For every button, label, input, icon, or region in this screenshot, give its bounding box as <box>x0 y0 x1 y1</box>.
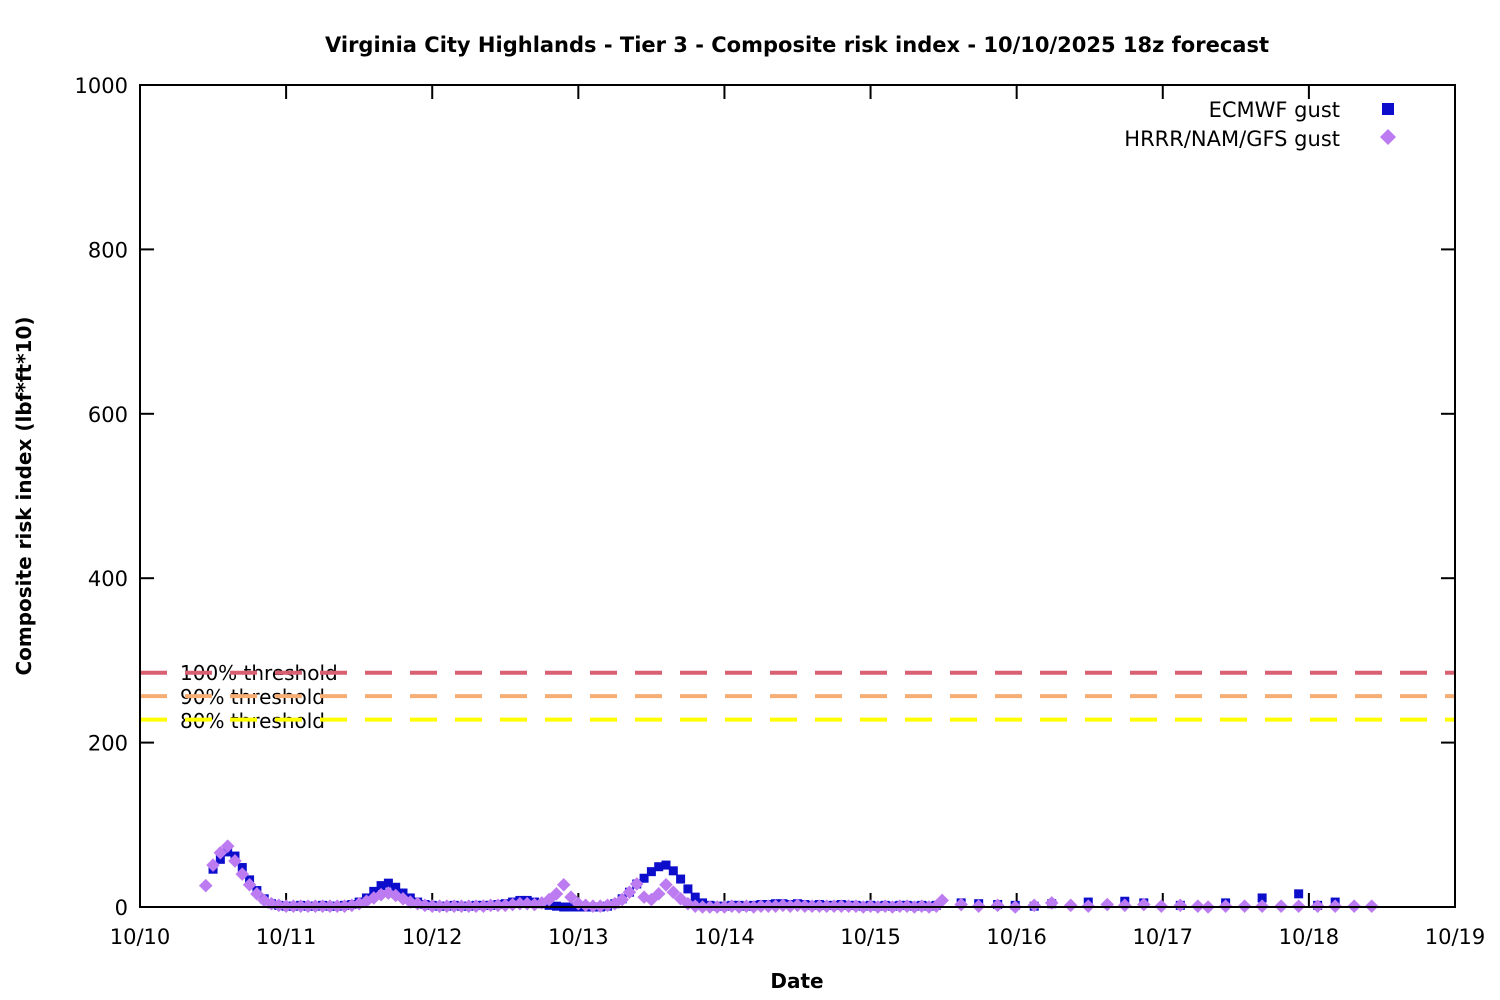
chart-title: Virginia City Highlands - Tier 3 - Compo… <box>325 33 1269 57</box>
data-point-ecmwf-gust <box>676 874 686 884</box>
x-tick-label: 10/19 <box>1425 925 1486 949</box>
data-point-ecmwf-gust <box>646 867 656 877</box>
data-point-hrrr-nam-gfs-gust <box>556 878 571 892</box>
x-tick-label: 10/12 <box>402 925 463 949</box>
data-point-hrrr-nam-gfs-gust <box>549 887 564 901</box>
x-tick-label: 10/15 <box>840 925 901 949</box>
x-axis-label: Date <box>770 969 823 993</box>
data-point-hrrr-nam-gfs-gust <box>250 887 264 901</box>
x-tick-label: 10/11 <box>256 925 317 949</box>
data-point-hrrr-nam-gfs-gust <box>637 890 651 904</box>
data-point-ecmwf-gust <box>654 862 664 872</box>
data-point-hrrr-nam-gfs-gust <box>990 898 1005 913</box>
data-point-hrrr-nam-gfs-gust <box>1027 898 1041 913</box>
data-point-hrrr-nam-gfs-gust <box>1173 898 1188 913</box>
data-point-hrrr-nam-gfs-gust <box>651 887 666 901</box>
data-point-hrrr-nam-gfs-gust <box>483 898 498 913</box>
x-tick-label: 10/13 <box>548 925 609 949</box>
data-point-hrrr-nam-gfs-gust <box>491 898 505 913</box>
chart-legend: ECMWF gust HRRR/NAM/GFS gust <box>1124 98 1396 151</box>
data-point-ecmwf-gust <box>1294 889 1304 899</box>
data-point-hrrr-nam-gfs-gust <box>242 878 257 892</box>
data-point-ecmwf-gust <box>376 881 386 891</box>
data-point-hrrr-nam-gfs-gust <box>535 896 549 910</box>
x-tick-label: 10/14 <box>694 925 755 949</box>
data-point-ecmwf-gust <box>391 882 401 892</box>
x-tick-label: 10/16 <box>986 925 1047 949</box>
data-point-ecmwf-gust <box>690 892 700 902</box>
y-tick-label: 200 <box>88 732 128 756</box>
data-point-hrrr-nam-gfs-gust <box>220 839 235 853</box>
data-point-hrrr-nam-gfs-gust <box>1136 897 1151 912</box>
y-tick-label: 800 <box>88 238 128 262</box>
data-point-hrrr-nam-gfs-gust <box>659 878 673 892</box>
data-point-hrrr-nam-gfs-gust <box>381 886 396 900</box>
data-point-ecmwf-gust <box>383 878 393 888</box>
data-point-hrrr-nam-gfs-gust <box>1100 897 1115 912</box>
data-point-hrrr-nam-gfs-gust <box>228 854 242 868</box>
data-point-hrrr-nam-gfs-gust <box>213 845 228 860</box>
data-point-hrrr-nam-gfs-gust <box>954 897 968 912</box>
data-point-hrrr-nam-gfs-gust <box>666 885 681 900</box>
data-point-hrrr-nam-gfs-gust <box>1117 898 1132 913</box>
y-tick-label: 400 <box>88 567 128 591</box>
y-tick-label: 600 <box>88 403 128 427</box>
y-tick-label: 1000 <box>75 74 128 98</box>
data-point-hrrr-nam-gfs-gust <box>615 892 629 907</box>
data-point-hrrr-nam-gfs-gust <box>564 890 578 904</box>
data-point-hrrr-nam-gfs-gust <box>366 891 381 905</box>
data-point-hrrr-nam-gfs-gust <box>520 896 534 911</box>
data-point-ecmwf-gust <box>639 873 649 883</box>
y-tick-label: 0 <box>115 896 128 920</box>
plot-border <box>139 84 1456 908</box>
data-point-ecmwf-gust <box>668 866 678 876</box>
data-point-ecmwf-gust <box>661 860 671 870</box>
data-point-hrrr-nam-gfs-gust <box>629 877 644 891</box>
data-point-hrrr-nam-gfs-gust <box>403 895 418 909</box>
plot-area: 10/10 10/11 10/12 10/13 10/14 10/15 10/16 10/17… <box>75 74 1486 949</box>
legend-marker-ecmwf-square-icon <box>1382 103 1394 115</box>
legend-marker-hrrr-diamond-icon <box>1380 129 1396 145</box>
legend-label-ecmwf: ECMWF gust <box>1209 98 1340 122</box>
data-point-hrrr-nam-gfs-gust <box>235 867 250 881</box>
data-point-hrrr-nam-gfs-gust <box>198 878 213 893</box>
legend-label-hrrr: HRRR/NAM/GFS gust <box>1124 127 1340 151</box>
data-point-ecmwf-gust <box>683 884 693 894</box>
x-tick-label: 10/18 <box>1279 925 1340 949</box>
data-point-hrrr-nam-gfs-gust <box>622 885 637 900</box>
x-tick-label: 10/10 <box>110 925 171 949</box>
data-point-hrrr-nam-gfs-gust <box>206 858 220 872</box>
data-point-ecmwf-gust <box>1257 893 1267 903</box>
y-axis-label: Composite risk index (lbf*ft*10) <box>12 316 36 675</box>
data-point-hrrr-nam-gfs-gust <box>935 893 949 908</box>
data-point-hrrr-nam-gfs-gust <box>1063 898 1078 913</box>
x-tick-label: 10/17 <box>1133 925 1194 949</box>
